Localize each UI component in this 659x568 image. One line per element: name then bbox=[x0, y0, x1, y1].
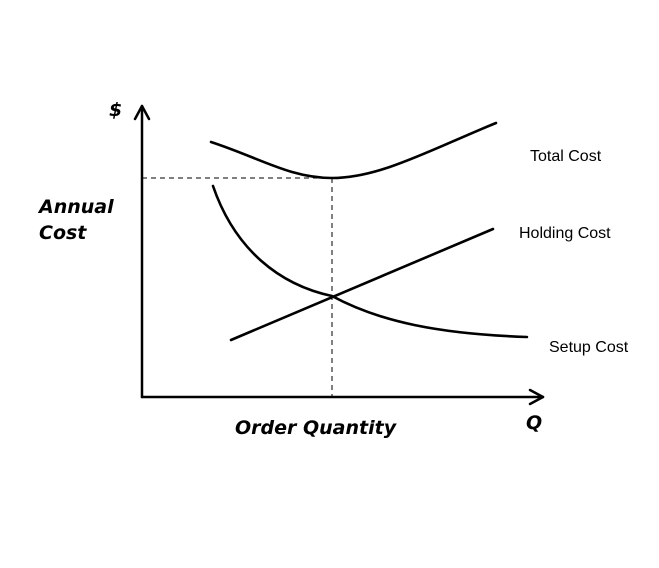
y-axis-title-line-1: Annual bbox=[37, 196, 114, 218]
y-axis-arrowhead bbox=[133, 104, 151, 121]
x-axis-title: Order Quantity bbox=[235, 417, 398, 439]
setup-cost-curve bbox=[211, 184, 529, 339]
x-axis-symbol: Q bbox=[526, 412, 542, 434]
holding-cost-label: Holding Cost bbox=[519, 225, 611, 242]
total-cost-label: Total Cost bbox=[530, 148, 602, 165]
x-axis-arrowhead bbox=[528, 388, 545, 406]
y-axis-title-line-2: Cost bbox=[39, 222, 87, 244]
setup-cost-label: Setup Cost bbox=[549, 339, 629, 356]
total-cost-curve bbox=[209, 121, 498, 180]
holding-cost-line bbox=[229, 227, 495, 342]
y-axis-symbol: $ bbox=[109, 99, 122, 121]
